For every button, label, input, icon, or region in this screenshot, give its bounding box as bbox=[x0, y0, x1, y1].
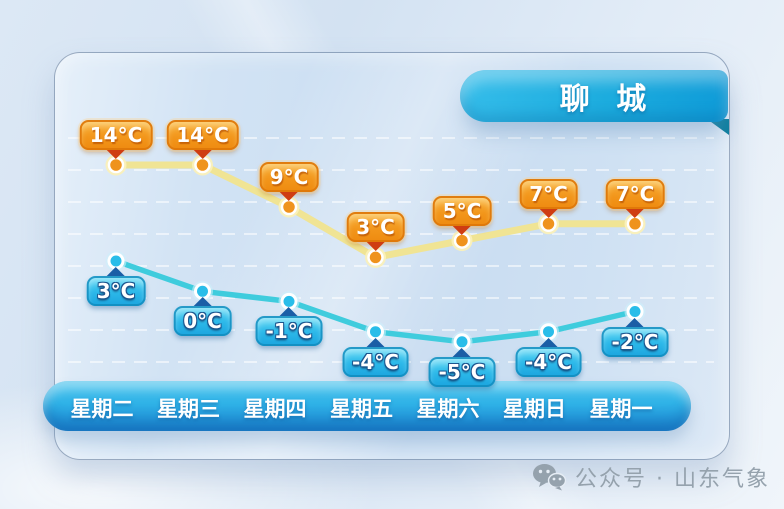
high-temperature-point bbox=[194, 156, 211, 174]
low-temp-badge: 0°C bbox=[173, 306, 232, 337]
weekday-label: 星期四 bbox=[243, 397, 307, 421]
high-temp-badge: 3°C bbox=[346, 212, 405, 243]
low-temperature-point bbox=[107, 252, 125, 270]
watermark: 公众号 · 山东气象 bbox=[532, 461, 770, 493]
low-temperature-point bbox=[367, 323, 384, 341]
city-title: 聊 城 bbox=[559, 82, 655, 117]
low-temperature-point bbox=[453, 333, 471, 351]
low-temperature-point bbox=[540, 323, 557, 341]
high-temp-badge: 9°C bbox=[259, 162, 319, 192]
high-temperature-point bbox=[540, 215, 557, 233]
high-temperature-point bbox=[453, 232, 471, 249]
high-temperature-point bbox=[626, 215, 644, 233]
high-temperature-point bbox=[107, 156, 125, 174]
wechat-icon bbox=[533, 464, 567, 491]
weekday-label: 星期日 bbox=[503, 397, 566, 421]
high-temperature-point bbox=[280, 198, 298, 216]
weekday-label: 星期一 bbox=[589, 397, 653, 421]
low-temperature-point bbox=[280, 292, 298, 310]
high-temp-badge: 7°C bbox=[605, 178, 665, 209]
weekday-label: 星期三 bbox=[157, 397, 220, 421]
low-temp-badge: -5°C bbox=[428, 356, 496, 387]
low-temp-badge: -4°C bbox=[515, 346, 582, 377]
low-temp-badge: -1°C bbox=[255, 316, 323, 347]
ribbon-fold bbox=[707, 119, 729, 135]
weekday-label: 星期六 bbox=[416, 397, 480, 421]
high-temp-badge: 7°C bbox=[519, 178, 578, 209]
low-temp-badge: -4°C bbox=[342, 346, 409, 377]
low-temperature-point bbox=[626, 303, 644, 320]
city-title-ribbon: 聊 城 bbox=[460, 70, 728, 122]
watermark-text: 公众号 · 山东气象 bbox=[575, 467, 770, 492]
low-temp-badge: -2°C bbox=[601, 326, 669, 357]
weekday-label: 星期二 bbox=[70, 397, 134, 421]
high-temp-badge: 5°C bbox=[432, 195, 492, 226]
low-temperature-point bbox=[194, 282, 211, 300]
weekday-label: 星期五 bbox=[330, 397, 393, 421]
high-temp-badge: 14°C bbox=[79, 120, 153, 150]
high-temperature-point bbox=[367, 249, 384, 266]
weekday-axis-bar bbox=[43, 381, 691, 431]
high-temp-badge: 14°C bbox=[166, 120, 239, 150]
low-temp-badge: 3°C bbox=[86, 276, 146, 306]
